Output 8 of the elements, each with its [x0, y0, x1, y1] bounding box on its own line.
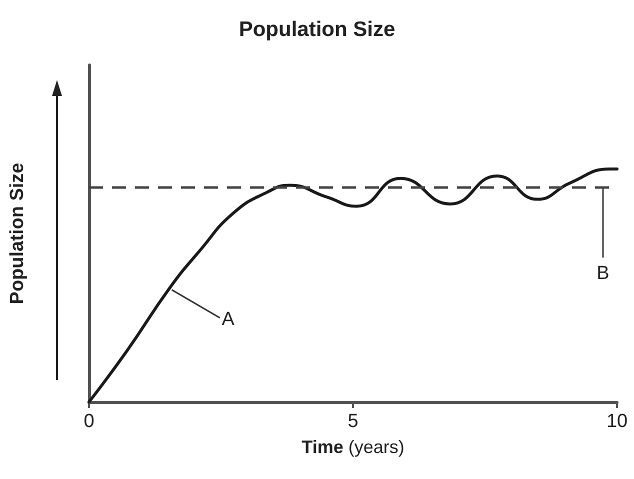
chart-title: Population Size	[238, 18, 396, 41]
x-tick-label: 5	[348, 411, 358, 432]
ref-line-label: B	[596, 263, 610, 284]
annotation: A	[222, 308, 235, 330]
y-axis-title: Population Size	[7, 162, 28, 304]
x-tick-label: 0	[84, 411, 94, 432]
x-axis-title: Time (years)	[302, 437, 404, 457]
x-tick-label: 10	[606, 411, 628, 432]
